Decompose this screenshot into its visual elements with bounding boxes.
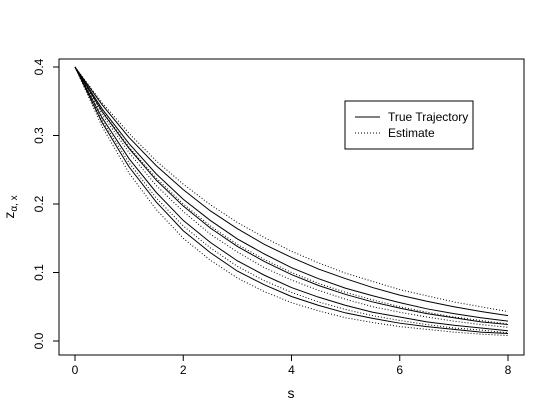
x-axis-label: s: [288, 385, 295, 401]
x-axis: 0 2 4 6 8: [72, 354, 512, 377]
true-trajectory-line-3: [74, 66, 509, 317]
x-tick-label: 2: [180, 363, 187, 377]
estimate-line-5: [74, 66, 509, 334]
y-tick-label: 0.3: [32, 127, 46, 144]
y-axis: 0.0 0.1 0.2 0.3 0.4: [32, 58, 60, 349]
x-tick-label: 0: [72, 363, 79, 377]
svg-text:zα, x: zα, x: [1, 195, 20, 218]
y-tick-label: 0.2: [32, 195, 46, 212]
series-group: [74, 66, 509, 337]
true-trajectory-line-2: [74, 66, 509, 326]
estimate-line-9: [74, 66, 509, 325]
y-tick-label: 0.0: [32, 332, 46, 349]
legend-entry-estimate: Estimate: [388, 126, 435, 140]
true-trajectory-line-0: [74, 66, 509, 332]
legend: True Trajectory Estimate: [344, 100, 474, 150]
true-trajectory-line-1: [74, 66, 509, 334]
x-tick-label: 6: [396, 363, 403, 377]
true-trajectory-line-4: [74, 66, 509, 322]
y-tick-label: 0.4: [32, 58, 46, 75]
estimate-line-8: [74, 66, 509, 313]
y-axis-label: zα, x: [1, 195, 20, 218]
estimate-line-6: [74, 66, 509, 337]
y-tick-label: 0.1: [32, 264, 46, 281]
legend-box: [344, 100, 474, 150]
x-tick-label: 4: [288, 363, 295, 377]
legend-entry-true-trajectory: True Trajectory: [388, 110, 468, 124]
y-axis-label-main: z: [1, 212, 17, 219]
y-axis-label-sub: α, x: [9, 195, 20, 211]
x-tick-label: 8: [505, 363, 512, 377]
estimate-line-7: [74, 66, 509, 328]
